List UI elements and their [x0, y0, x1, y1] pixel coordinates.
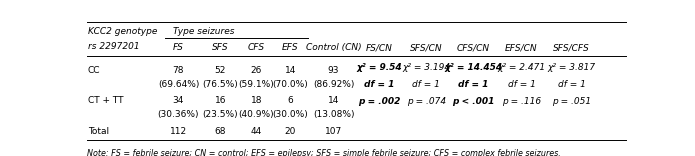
Text: 52: 52	[215, 66, 226, 75]
Text: 93: 93	[328, 66, 339, 75]
Text: KCC2 genotype: KCC2 genotype	[88, 27, 157, 36]
Text: CT + TT: CT + TT	[88, 96, 124, 105]
Text: χ² = 9.54: χ² = 9.54	[357, 63, 402, 73]
Text: 44: 44	[251, 127, 262, 136]
Text: 20: 20	[285, 127, 296, 136]
Text: p = .051: p = .051	[552, 97, 591, 106]
Text: df = 1: df = 1	[507, 80, 535, 89]
Text: Control (CN): Control (CN)	[306, 43, 361, 52]
Text: 6: 6	[288, 96, 293, 105]
Text: (59.1%): (59.1%)	[238, 80, 275, 89]
Text: (30.0%): (30.0%)	[272, 110, 309, 119]
Text: df = 1: df = 1	[459, 80, 489, 89]
Text: SFS: SFS	[212, 43, 229, 52]
Text: 34: 34	[173, 96, 184, 105]
Text: SFS/CFS: SFS/CFS	[553, 43, 590, 52]
Text: EFS/CN: EFS/CN	[505, 43, 538, 52]
Text: rs 2297201: rs 2297201	[88, 42, 140, 51]
Text: (69.64%): (69.64%)	[158, 80, 199, 89]
Text: (30.36%): (30.36%)	[158, 110, 199, 119]
Text: Total: Total	[88, 127, 109, 136]
Text: (23.5%): (23.5%)	[203, 110, 238, 119]
Text: 78: 78	[172, 66, 184, 75]
Text: 107: 107	[325, 127, 342, 136]
Text: df = 1: df = 1	[557, 80, 586, 89]
Text: 14: 14	[285, 66, 296, 75]
Text: 18: 18	[251, 96, 262, 105]
Text: 26: 26	[251, 66, 262, 75]
Text: EFS: EFS	[282, 43, 299, 52]
Text: 14: 14	[328, 96, 339, 105]
Text: (76.5%): (76.5%)	[202, 80, 238, 89]
Text: p < .001: p < .001	[452, 97, 495, 106]
Text: p = .074: p = .074	[407, 97, 445, 106]
Text: 16: 16	[215, 96, 226, 105]
Text: 68: 68	[215, 127, 226, 136]
Text: 112: 112	[170, 127, 187, 136]
Text: (86.92%): (86.92%)	[313, 80, 354, 89]
Text: χ² = 2.471: χ² = 2.471	[498, 63, 546, 73]
Text: FS/CN: FS/CN	[366, 43, 393, 52]
Text: CFS: CFS	[248, 43, 265, 52]
Text: p = .002: p = .002	[358, 97, 400, 106]
Text: χ² = 3.817: χ² = 3.817	[548, 63, 596, 73]
Text: Note: FS = febrile seizure; CN = control; EFS = epilepsy; SFS = simple febrile s: Note: FS = febrile seizure; CN = control…	[87, 149, 561, 156]
Text: CC: CC	[88, 66, 101, 75]
Text: (13.08%): (13.08%)	[313, 110, 354, 119]
Text: χ² = 3.194: χ² = 3.194	[402, 63, 450, 73]
Text: FS: FS	[173, 43, 184, 52]
Text: df = 1: df = 1	[412, 80, 440, 89]
Text: χ² = 14.454: χ² = 14.454	[445, 63, 502, 73]
Text: (70.0%): (70.0%)	[272, 80, 309, 89]
Text: (40.9%): (40.9%)	[238, 110, 275, 119]
Text: p = .116: p = .116	[502, 97, 541, 106]
Text: Type seizures: Type seizures	[173, 27, 234, 36]
Text: df = 1: df = 1	[364, 80, 395, 89]
Text: SFS/CN: SFS/CN	[410, 43, 443, 52]
Text: CFS/CN: CFS/CN	[457, 43, 490, 52]
